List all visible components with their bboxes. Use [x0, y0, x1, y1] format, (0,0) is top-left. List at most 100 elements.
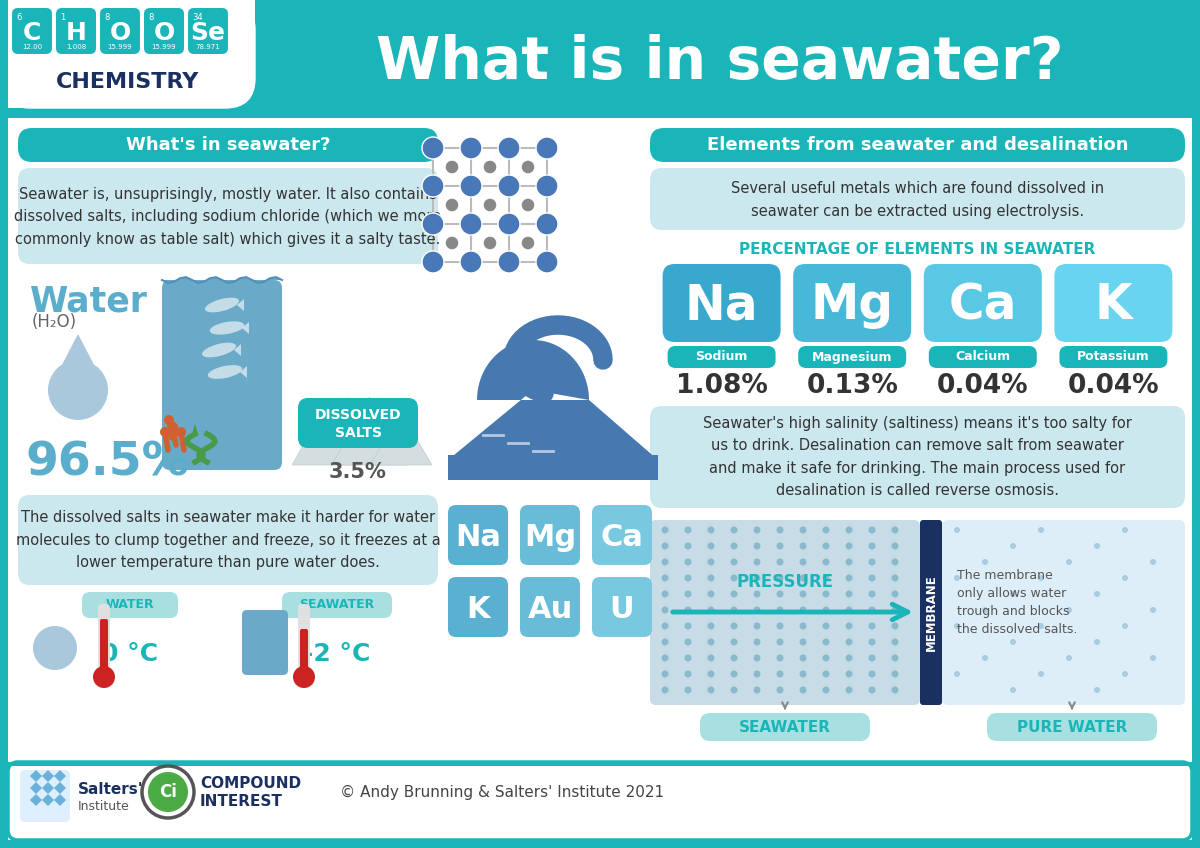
Bar: [8, 762, 1192, 766]
Circle shape: [776, 655, 784, 661]
Text: Potassium: Potassium: [1078, 350, 1150, 364]
Circle shape: [1122, 575, 1128, 581]
Circle shape: [160, 427, 170, 437]
Circle shape: [731, 543, 738, 550]
FancyBboxPatch shape: [56, 8, 96, 54]
Text: K: K: [1094, 281, 1133, 329]
Circle shape: [460, 251, 482, 273]
Circle shape: [892, 606, 899, 613]
Ellipse shape: [205, 298, 239, 312]
Circle shape: [799, 559, 806, 566]
Text: 1.08%: 1.08%: [676, 373, 768, 399]
Circle shape: [521, 160, 535, 174]
Text: The dissolved salts in seawater make it harder for water
molecules to clump toge: The dissolved salts in seawater make it …: [16, 510, 440, 570]
Circle shape: [422, 213, 444, 235]
Circle shape: [176, 427, 186, 437]
Circle shape: [708, 559, 714, 566]
Circle shape: [661, 622, 668, 629]
Circle shape: [1094, 543, 1100, 549]
Circle shape: [754, 590, 761, 598]
Bar: [0, 118, 8, 848]
Circle shape: [846, 606, 852, 613]
Circle shape: [1038, 527, 1044, 533]
Text: Au: Au: [527, 594, 572, 623]
Text: C: C: [23, 21, 41, 45]
FancyBboxPatch shape: [162, 280, 282, 470]
FancyBboxPatch shape: [298, 604, 310, 669]
Circle shape: [661, 687, 668, 694]
Circle shape: [460, 175, 482, 197]
Bar: [0, 118, 1200, 848]
Circle shape: [1010, 591, 1016, 597]
Circle shape: [754, 639, 761, 645]
Circle shape: [754, 574, 761, 582]
Polygon shape: [346, 395, 352, 445]
Circle shape: [869, 687, 876, 694]
Circle shape: [1122, 527, 1128, 533]
Circle shape: [846, 622, 852, 629]
FancyBboxPatch shape: [242, 610, 288, 675]
FancyBboxPatch shape: [667, 346, 775, 368]
Text: Magnesium: Magnesium: [812, 350, 893, 364]
Polygon shape: [54, 770, 66, 782]
FancyBboxPatch shape: [100, 8, 140, 54]
Circle shape: [1094, 639, 1100, 645]
Bar: [0, 0, 256, 60]
Circle shape: [498, 137, 520, 159]
Circle shape: [148, 772, 188, 812]
Circle shape: [954, 575, 960, 581]
Circle shape: [445, 198, 458, 212]
Circle shape: [1094, 687, 1100, 693]
FancyBboxPatch shape: [8, 762, 1192, 840]
Ellipse shape: [210, 321, 245, 335]
Text: Ci: Ci: [160, 783, 176, 801]
Text: Na: Na: [685, 281, 758, 329]
Circle shape: [94, 666, 115, 688]
Circle shape: [731, 559, 738, 566]
Circle shape: [982, 607, 988, 613]
Circle shape: [521, 236, 535, 250]
Circle shape: [422, 175, 444, 197]
Circle shape: [684, 543, 691, 550]
Circle shape: [869, 590, 876, 598]
Circle shape: [846, 574, 852, 582]
Circle shape: [168, 422, 178, 432]
FancyBboxPatch shape: [98, 604, 110, 669]
Text: 12.00: 12.00: [22, 44, 42, 50]
Circle shape: [422, 251, 444, 273]
Circle shape: [869, 622, 876, 629]
Polygon shape: [42, 770, 54, 782]
Text: Water: Water: [30, 285, 148, 319]
Text: PRESSURE: PRESSURE: [737, 573, 834, 591]
Circle shape: [684, 559, 691, 566]
Circle shape: [1038, 671, 1044, 677]
FancyBboxPatch shape: [793, 264, 911, 342]
Text: SEAWATER: SEAWATER: [299, 599, 374, 611]
Circle shape: [776, 590, 784, 598]
Circle shape: [1066, 655, 1072, 661]
Circle shape: [869, 574, 876, 582]
Text: Institute: Institute: [78, 801, 130, 813]
FancyBboxPatch shape: [18, 495, 438, 585]
Circle shape: [521, 198, 535, 212]
Text: Several useful metals which are found dissolved in
seawater can be extracted usi: Several useful metals which are found di…: [731, 181, 1104, 219]
Circle shape: [1122, 623, 1128, 629]
Circle shape: [846, 559, 852, 566]
Circle shape: [482, 198, 497, 212]
Polygon shape: [234, 344, 241, 356]
Text: 3.5%: 3.5%: [329, 462, 386, 482]
Text: 8: 8: [104, 13, 109, 22]
Circle shape: [684, 606, 691, 613]
Circle shape: [482, 236, 497, 250]
Circle shape: [776, 622, 784, 629]
Circle shape: [822, 639, 829, 645]
Circle shape: [869, 639, 876, 645]
Text: 0.13%: 0.13%: [806, 373, 898, 399]
Circle shape: [822, 574, 829, 582]
Circle shape: [754, 671, 761, 678]
Text: Elements from seawater and desalination: Elements from seawater and desalination: [707, 136, 1128, 154]
Circle shape: [846, 655, 852, 661]
FancyBboxPatch shape: [662, 264, 781, 342]
Circle shape: [1122, 671, 1128, 677]
FancyBboxPatch shape: [18, 168, 438, 264]
